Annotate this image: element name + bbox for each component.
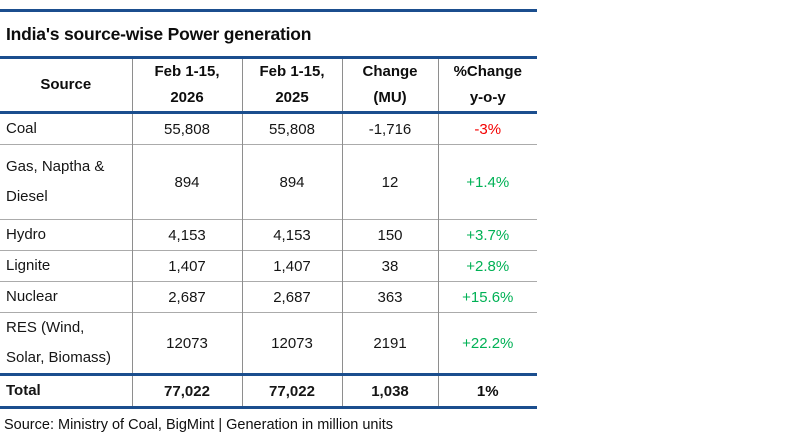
power-generation-table: Source Feb 1-15, 2026 Feb 1-15, 2025 Cha…: [0, 56, 537, 409]
cell-change-mu: -1,716: [341, 112, 438, 145]
cell-pct-change: +22.2%: [437, 312, 537, 375]
table-row-res: RES (Wind, Solar, Biomass) 12073 12073 2…: [0, 312, 537, 375]
cell-source: Total: [6, 382, 41, 399]
cell-feb-2026: 2,687: [131, 281, 242, 313]
cell-pct-change: +2.8%: [437, 250, 537, 282]
table-row-lignite: Lignite 1,407 1,407 38 +2.8%: [0, 250, 537, 282]
column-header-source: Source: [40, 76, 92, 93]
cell-change-mu: 363: [341, 281, 438, 313]
cell-feb-2025: 894: [241, 144, 342, 220]
cell-change-mu: 2191: [341, 312, 438, 375]
column-header-change-mu: Change (MU): [341, 57, 438, 113]
cell-feb-2025: 2,687: [241, 281, 342, 313]
cell-pct-change: +1.4%: [437, 144, 537, 220]
column-header-pct-change: %Change y-o-y: [437, 57, 537, 113]
cell-change-mu: 12: [341, 144, 438, 220]
table-row-nuclear: Nuclear 2,687 2,687 363 +15.6%: [0, 281, 537, 313]
cell-feb-2026: 894: [131, 144, 242, 220]
cell-change-mu: 150: [341, 219, 438, 251]
cell-pct-change: +3.7%: [437, 219, 537, 251]
table-row-hydro: Hydro 4,153 4,153 150 +3.7%: [0, 219, 537, 251]
cell-change-mu: 38: [341, 250, 438, 282]
cell-pct-change: 1%: [437, 374, 537, 408]
table-row-total: Total 77,022 77,022 1,038 1%: [0, 374, 537, 408]
cell-feb-2025: 55,808: [241, 112, 342, 145]
cell-source: Gas, Naptha & Diesel: [6, 158, 105, 205]
cell-feb-2025: 4,153: [241, 219, 342, 251]
cell-change-mu: 1,038: [341, 374, 438, 408]
column-header-feb-2025: Feb 1-15, 2025: [241, 57, 342, 113]
cell-pct-change: -3%: [437, 112, 537, 145]
cell-feb-2026: 1,407: [131, 250, 242, 282]
cell-source: Lignite: [6, 257, 51, 274]
power-generation-table-graphic: India's source-wise Power generation Sou…: [0, 9, 537, 433]
cell-feb-2026: 12073: [131, 312, 242, 375]
table-row-coal: Coal 55,808 55,808 -1,716 -3%: [0, 112, 537, 145]
top-divider: [0, 9, 537, 12]
cell-pct-change: +15.6%: [437, 281, 537, 313]
cell-feb-2025: 12073: [241, 312, 342, 375]
cell-source: Hydro: [6, 226, 47, 243]
cell-feb-2025: 77,022: [241, 374, 342, 408]
cell-feb-2025: 1,407: [241, 250, 342, 282]
column-header-feb-2026: Feb 1-15, 2026: [131, 57, 242, 113]
cell-feb-2026: 55,808: [131, 112, 242, 145]
cell-source: RES (Wind, Solar, Biomass): [6, 319, 112, 366]
header-row: Source Feb 1-15, 2026 Feb 1-15, 2025 Cha…: [0, 57, 537, 113]
cell-source: Nuclear: [6, 288, 58, 305]
cell-feb-2026: 77,022: [131, 374, 242, 408]
source-footnote: Source: Ministry of Coal, BigMint | Gene…: [4, 417, 393, 433]
page-title: India's source-wise Power generation: [6, 24, 312, 44]
cell-source: Coal: [6, 120, 37, 137]
cell-feb-2026: 4,153: [131, 219, 242, 251]
table-row-gas-naptha-diesel: Gas, Naptha & Diesel 894 894 12 +1.4%: [0, 144, 537, 220]
